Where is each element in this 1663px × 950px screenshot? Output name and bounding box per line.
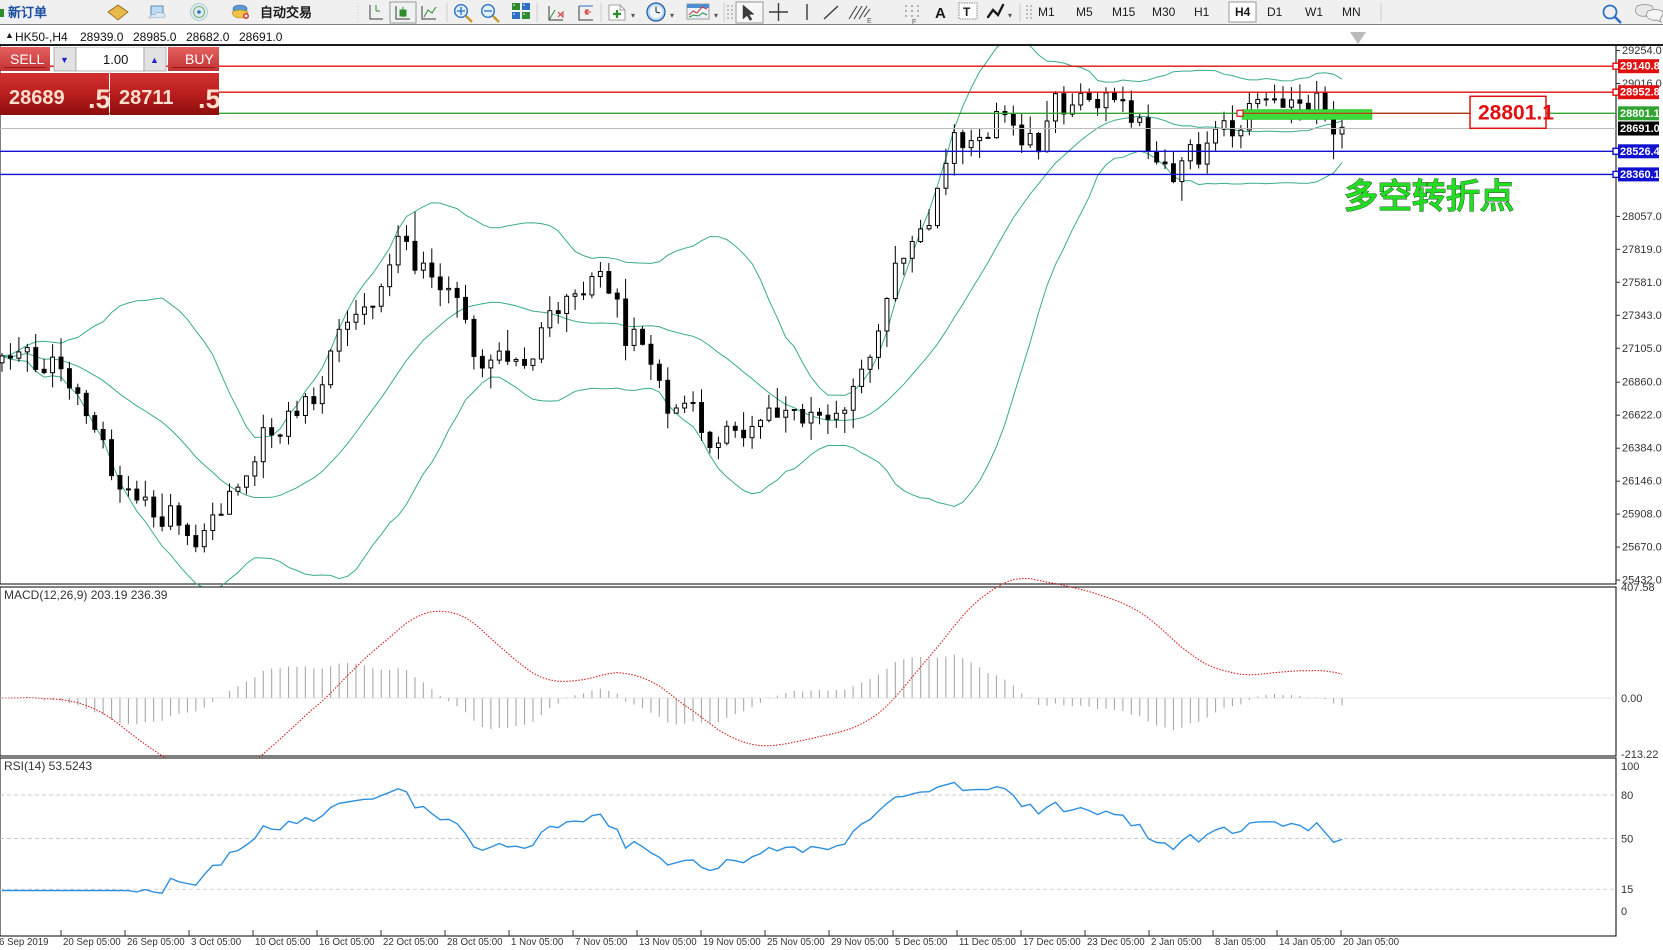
svg-text:3 Oct 05:00: 3 Oct 05:00 — [191, 937, 242, 948]
svg-text:29016.0: 29016.0 — [1622, 78, 1662, 90]
svg-text:20 Jan 05:00: 20 Jan 05:00 — [1343, 937, 1400, 948]
svg-text:28360.1: 28360.1 — [1620, 169, 1660, 181]
svg-text:▲: ▲ — [150, 55, 159, 65]
svg-text:5 Dec 05:00: 5 Dec 05:00 — [895, 937, 948, 948]
svg-text:MN: MN — [1342, 5, 1361, 19]
svg-text:1.00: 1.00 — [103, 52, 128, 67]
svg-text:▼: ▼ — [60, 55, 69, 65]
svg-text:22 Oct 05:00: 22 Oct 05:00 — [383, 937, 439, 948]
svg-text:F: F — [912, 19, 916, 25]
svg-text:▾: ▾ — [714, 11, 718, 20]
svg-text:H4: H4 — [1235, 5, 1251, 19]
svg-text:10 Oct 05:00: 10 Oct 05:00 — [255, 937, 311, 948]
svg-text:6 Sep 2019: 6 Sep 2019 — [0, 937, 49, 948]
svg-text:25670.0: 25670.0 — [1622, 542, 1662, 554]
svg-text:13 Nov 05:00: 13 Nov 05:00 — [639, 937, 697, 948]
svg-text:28526.4: 28526.4 — [1620, 146, 1661, 158]
svg-text:26860.0: 26860.0 — [1622, 377, 1662, 389]
svg-text:28801.1: 28801.1 — [1620, 108, 1660, 120]
svg-text:2 Jan 05:00: 2 Jan 05:00 — [1151, 937, 1202, 948]
svg-text:80: 80 — [1621, 790, 1633, 802]
svg-text:25908.0: 25908.0 — [1622, 509, 1662, 521]
svg-text:0: 0 — [1621, 906, 1627, 918]
svg-text:E: E — [867, 18, 872, 25]
svg-text:W1: W1 — [1305, 5, 1323, 19]
svg-text:25432.0: 25432.0 — [1622, 575, 1662, 587]
svg-text:27343.0: 27343.0 — [1622, 310, 1662, 322]
svg-text:MACD(12,26,9) 203.19 236.39: MACD(12,26,9) 203.19 236.39 — [4, 588, 168, 602]
svg-text:17 Dec 05:00: 17 Dec 05:00 — [1023, 937, 1081, 948]
svg-text:▾: ▾ — [670, 11, 674, 20]
svg-text:29 Nov 05:00: 29 Nov 05:00 — [831, 937, 889, 948]
svg-text:.5: .5 — [88, 84, 111, 114]
svg-text:26384.0: 26384.0 — [1622, 443, 1662, 455]
svg-text:50: 50 — [1621, 834, 1633, 846]
svg-text:M15: M15 — [1112, 5, 1136, 19]
svg-text:7 Nov 05:00: 7 Nov 05:00 — [575, 937, 628, 948]
svg-text:26146.0: 26146.0 — [1622, 476, 1662, 488]
svg-text:28691.0: 28691.0 — [1620, 123, 1660, 135]
svg-text:11 Dec 05:00: 11 Dec 05:00 — [959, 937, 1017, 948]
svg-text:20 Sep 05:00: 20 Sep 05:00 — [63, 937, 121, 948]
svg-text:407.58: 407.58 — [1621, 582, 1655, 594]
svg-text:0.00: 0.00 — [1621, 693, 1642, 705]
svg-text:27581.0: 27581.0 — [1622, 277, 1662, 289]
svg-text:29140.8: 29140.8 — [1620, 61, 1660, 73]
svg-text:100: 100 — [1621, 761, 1639, 773]
svg-text:M5: M5 — [1076, 5, 1093, 19]
svg-text:28711: 28711 — [119, 87, 174, 109]
svg-text:25 Nov 05:00: 25 Nov 05:00 — [767, 937, 825, 948]
svg-text:29254.0: 29254.0 — [1622, 45, 1662, 57]
svg-text:自动交易: 自动交易 — [260, 5, 312, 20]
svg-text:D1: D1 — [1267, 5, 1283, 19]
svg-text:28801.1: 28801.1 — [1478, 101, 1554, 124]
svg-text:28689: 28689 — [9, 87, 65, 109]
svg-text:▾: ▾ — [1008, 11, 1012, 20]
svg-text:M30: M30 — [1152, 5, 1176, 19]
svg-text:15: 15 — [1621, 884, 1633, 896]
svg-text:-213.22: -213.22 — [1621, 749, 1658, 761]
svg-text:T: T — [963, 5, 971, 19]
svg-text:A: A — [935, 5, 946, 22]
svg-text:26622.0: 26622.0 — [1622, 410, 1662, 422]
svg-text:26 Sep 05:00: 26 Sep 05:00 — [127, 937, 185, 948]
svg-text:新订单: 新订单 — [8, 5, 47, 20]
svg-text:27819.0: 27819.0 — [1622, 244, 1662, 256]
svg-text:28 Oct 05:00: 28 Oct 05:00 — [447, 937, 503, 948]
svg-text:27105.0: 27105.0 — [1622, 343, 1662, 355]
svg-text:28057.0: 28057.0 — [1622, 211, 1662, 223]
svg-text:23 Dec 05:00: 23 Dec 05:00 — [1087, 937, 1145, 948]
svg-text:1 Nov 05:00: 1 Nov 05:00 — [511, 937, 564, 948]
svg-text:M1: M1 — [1038, 5, 1055, 19]
svg-text:▾: ▾ — [631, 11, 635, 20]
svg-text:RSI(14) 53.5243: RSI(14) 53.5243 — [4, 759, 92, 773]
svg-text:14 Jan 05:00: 14 Jan 05:00 — [1279, 937, 1336, 948]
svg-text:SELL: SELL — [10, 51, 44, 67]
svg-text:.5: .5 — [198, 84, 219, 114]
svg-text:28952.8: 28952.8 — [1620, 87, 1660, 99]
svg-text:19 Nov 05:00: 19 Nov 05:00 — [703, 937, 761, 948]
svg-text:H1: H1 — [1194, 5, 1210, 19]
svg-text:8 Jan 05:00: 8 Jan 05:00 — [1215, 937, 1266, 948]
svg-text:BUY: BUY — [185, 51, 214, 67]
svg-text:多空转折点: 多空转折点 — [1344, 178, 1514, 216]
svg-text:16 Oct 05:00: 16 Oct 05:00 — [319, 937, 375, 948]
